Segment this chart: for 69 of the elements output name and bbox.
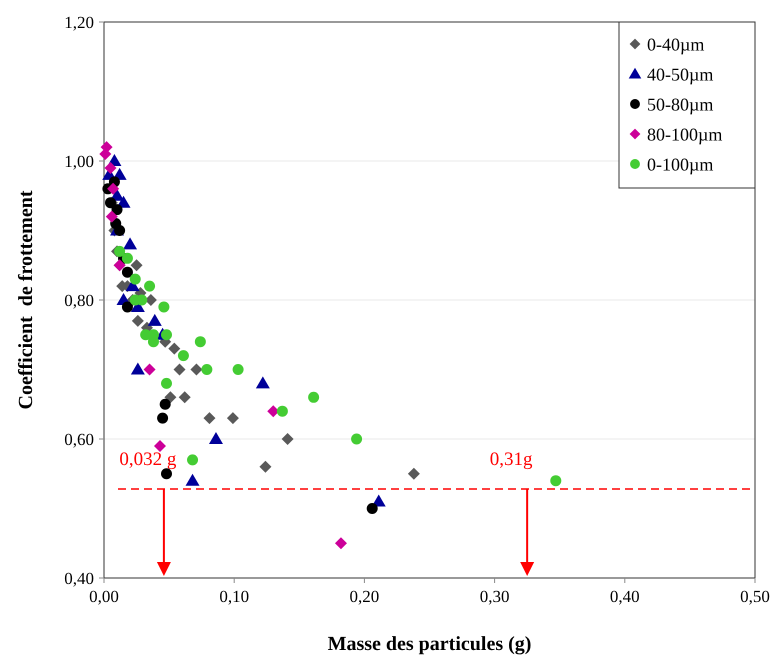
point (408, 468, 420, 480)
point (160, 398, 171, 410)
point (164, 391, 176, 404)
point (550, 475, 562, 486)
point (130, 274, 141, 285)
point (148, 314, 162, 326)
point (308, 392, 320, 403)
legend-label: 0-100µm (647, 154, 714, 174)
point (351, 434, 362, 444)
point (203, 412, 216, 424)
x-tick-label: 0,40 (610, 587, 640, 606)
legend-label: 50-80µm (647, 94, 714, 114)
point (99, 148, 112, 160)
legend-label: 0-40µm (647, 34, 704, 54)
point (194, 336, 206, 348)
y-tick-label: 0,80 (64, 290, 94, 310)
legend-label: 40-50µm (647, 64, 714, 84)
annotation: 0,032 g (119, 449, 177, 470)
y-tick-label: 0,40 (64, 568, 94, 588)
point (130, 362, 145, 374)
x-axis-title: Masse des particules (g) (328, 633, 532, 655)
point (178, 391, 191, 404)
point (122, 252, 133, 264)
x-tick-label: 0,20 (350, 587, 380, 606)
point (154, 440, 166, 452)
point (114, 225, 126, 236)
point (160, 378, 172, 389)
point (178, 350, 189, 362)
point (201, 364, 212, 375)
point (122, 266, 133, 278)
point (226, 412, 239, 424)
point (168, 342, 180, 355)
point (190, 364, 202, 376)
x-tick-label: 0,50 (740, 587, 770, 606)
point (256, 376, 270, 388)
x-tick-label: 0,00 (89, 587, 119, 606)
point (282, 433, 294, 445)
point (123, 237, 138, 250)
point (276, 406, 288, 417)
point (107, 182, 120, 195)
point (187, 454, 198, 466)
point (132, 314, 144, 327)
point (259, 460, 272, 473)
point (174, 364, 186, 376)
point (186, 474, 200, 486)
y-tick-label: 0,60 (64, 430, 94, 449)
point (114, 246, 126, 257)
y-tick-label: 1,20 (64, 12, 94, 32)
y-tick-label: 1,00 (64, 152, 94, 171)
point (106, 210, 118, 223)
point (122, 301, 133, 312)
point (158, 301, 170, 312)
x-tick-label: 0,10 (219, 587, 250, 606)
point (157, 412, 168, 424)
point (112, 204, 123, 216)
legend-label: 80-100µm (647, 124, 722, 144)
point (104, 162, 117, 174)
point (334, 537, 347, 550)
point (160, 329, 172, 340)
point (144, 364, 156, 376)
point (144, 280, 156, 292)
point (208, 432, 223, 444)
x-tick-label: 0,30 (480, 587, 510, 606)
point (160, 468, 172, 480)
point (232, 364, 244, 375)
y-axis-title: Coefficient de frottement (15, 190, 37, 410)
point (130, 259, 143, 272)
annotation: 0,31g (490, 449, 534, 470)
point (366, 503, 378, 514)
